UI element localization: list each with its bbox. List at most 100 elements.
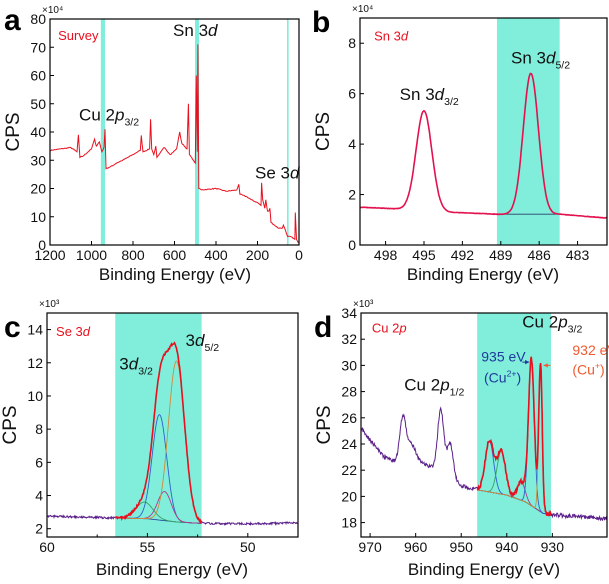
x-tick-label: 960 [404,539,428,555]
y-tick-label: 0 [38,237,46,253]
annotation-part: d [401,29,409,44]
x-tick-label: 50 [240,539,256,555]
plot-area [47,313,298,537]
annotation-part: 3 [119,354,128,373]
y-tick-label: 60 [30,68,46,84]
peak-annotation: Sn 3d [173,21,218,40]
x-tick-label: 60 [39,539,55,555]
x-tick-label: 1200 [34,247,65,263]
y-tick-label: 6 [35,454,43,470]
peak-annotation: 3d5/2 [186,331,220,354]
peak-annotation: (Cu2+) [484,368,521,385]
annotation-part: Cu 2 [522,312,558,331]
x-tick-label: 600 [163,247,187,263]
annotation-part: d [290,164,300,183]
x-tick-label: 800 [121,247,145,263]
y-tick-label: 40 [30,124,46,140]
annotation-part: p [114,106,124,125]
peak-annotation: 932 eV [572,342,609,358]
plot-area [360,18,607,245]
axes-frame [46,312,299,538]
survey-spectrum-line [50,44,299,243]
spectrum-line [360,72,607,219]
panel-letter: a [4,4,21,37]
y-tick-label: 2 [35,521,43,537]
peak-annotation: Cu 2p3/2 [79,106,139,129]
annotation-part: d [208,21,218,40]
annotation-part: 5/2 [204,342,219,354]
x-tick-label: 970 [358,539,382,555]
annotation-part: (Cu [484,369,507,385]
highlight-band [100,19,105,245]
y-tick-label: 12 [27,355,43,371]
annotation-part: d [546,48,556,67]
annotation-part: 3/2 [138,365,153,377]
y-tick-label: 22 [341,462,357,478]
y-tick-label: 80 [30,11,46,27]
annotation-part: Sn 3 [511,48,546,67]
x-axis-label: Binding Energy (eV) [96,560,248,579]
peak-annotation: 3d3/2 [119,354,153,377]
annotation-part: 932 eV [572,342,609,358]
x-tick-label: 950 [450,539,474,555]
y-tick-label: 20 [341,488,357,504]
x-tick-label: 498 [374,247,398,263]
x-tick-label: 55 [140,539,156,555]
annotation-part: 3 [186,331,195,350]
highlight-band [286,19,289,245]
x-tick-label: 200 [246,247,270,263]
annotation-part: 1/2 [450,386,465,398]
annotation-part: Cu 2 [404,375,440,394]
y-tick-label: 8 [35,421,43,437]
x-axis-label: Binding Energy (eV) [99,265,251,284]
y-axis-label: CPS [313,112,334,151]
peak-annotation: Survey [58,28,99,43]
annotation-part: (Cu [572,362,595,378]
x-tick-label: 940 [495,539,519,555]
x-tick-label: 495 [412,247,436,263]
y-tick-label: 0 [348,237,356,253]
annotation-part: ) [600,362,605,378]
annotation-part: d [129,354,139,373]
x-tick-label: 492 [451,247,475,263]
annotation-part: Cu 2 [372,321,399,336]
panel-c: 60 55 50 2 4 6 8 10 12 14 ×10³ CPS Binding Energy (e… [0,299,299,579]
annotation-part: d [435,85,445,104]
y-tick-label: 6 [348,86,356,102]
y-multiplier-label: ×10⁴ [352,4,373,15]
peak-annotation: Cu 2p3/2 [522,312,582,335]
y-multiplier-label: ×10³ [39,299,60,310]
annotation-part: d [195,331,205,350]
arrow-head [543,363,548,368]
panel-letter: c [4,311,21,344]
annotation-part: + [595,361,600,371]
axes-frame [359,17,608,246]
y-tick-label: 10 [30,209,46,225]
peak-annotation: Cu 2p1/2 [404,375,464,398]
y-tick-label: 4 [348,136,356,152]
x-tick-label: 930 [541,539,565,555]
annotation-part: p [439,375,449,394]
x-tick-label: 483 [566,247,590,263]
annotation-part: Cu 2 [79,106,115,125]
peak-annotation: Se 3d [56,324,91,339]
panel-letter: b [312,6,330,39]
annotation-part: Sn 3 [374,29,401,44]
x-axis-label: Binding Energy (eV) [408,560,560,579]
annotation-part: 2+ [507,368,517,378]
y-tick-label: 20 [30,181,46,197]
peak-annotation: (Cu+) [572,361,604,378]
spectrum-in-band-line [115,341,203,524]
axes-frame [49,18,300,246]
x-tick-label: 0 [295,247,303,263]
plot-area [50,19,299,245]
annotation-part: Survey [58,28,99,43]
y-axis-label: CPS [3,112,24,151]
x-tick-label: 486 [527,247,551,263]
peak-annotation: 935 eV [481,348,526,364]
annotation-part: 3/2 [568,323,583,335]
y-multiplier-label: ×10³ [353,299,374,310]
annotation-part: 3/2 [444,96,459,108]
y-axis-label: CPS [314,405,335,444]
